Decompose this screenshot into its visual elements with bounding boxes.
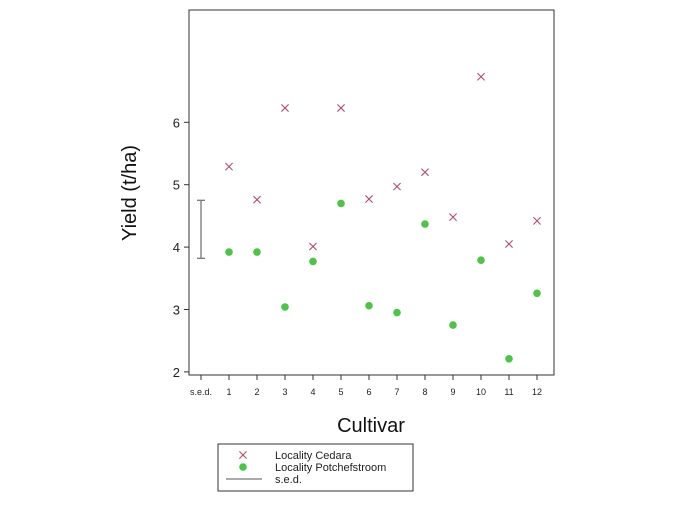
point-potchefstroom (533, 289, 541, 298)
y-tick-label: 4 (173, 240, 180, 255)
x-tick-label: 7 (394, 387, 399, 397)
point-cedara (281, 103, 289, 112)
plot-marks (197, 72, 541, 363)
x-marker-stroke (421, 168, 429, 177)
point-cedara (253, 195, 261, 204)
point-cedara (449, 213, 457, 222)
point-cedara (421, 168, 429, 177)
legend-box (217, 443, 414, 492)
point-potchefstroom (449, 321, 457, 329)
point-cedara (309, 242, 317, 251)
legend-item-potchefstroom: Locality Potchefstroom (239, 462, 386, 474)
x-marker-stroke (533, 216, 541, 225)
point-potchefstroom (253, 248, 261, 256)
x-marker-stroke (365, 195, 373, 204)
point-cedara (365, 195, 373, 204)
point-potchefstroom (309, 257, 317, 266)
y-tick-label: 6 (173, 115, 180, 130)
point-potchefstroom (337, 199, 345, 208)
x-tick-label: 12 (532, 387, 542, 397)
point-potchefstroom (225, 248, 233, 256)
legend-item-cedara: Locality Cedara (239, 450, 352, 462)
x-tick-label: 4 (310, 387, 315, 397)
legend-x-marker (239, 451, 247, 459)
legend-label: Locality Potchefstroom (275, 462, 386, 474)
point-potchefstroom (281, 303, 289, 311)
legend-label: s.e.d. (275, 474, 302, 486)
plot-frame (188, 9, 555, 376)
point-cedara (477, 72, 485, 81)
y-tick-label: 2 (173, 365, 180, 380)
point-potchefstroom (365, 301, 373, 310)
x-axis-label: Cultivar (337, 415, 405, 437)
x-tick-label: 3 (282, 387, 287, 397)
point-potchefstroom (421, 220, 429, 228)
x-tick-label: s.e.d. (190, 387, 212, 397)
y-axis: 2 3 4 5 6 (173, 115, 189, 380)
x-tick-label: 10 (476, 387, 486, 397)
legend-item-sed: s.e.d. (226, 474, 302, 486)
point-cedara (533, 216, 541, 225)
x-marker-stroke (281, 103, 289, 112)
x-tick-label: 5 (338, 387, 343, 397)
y-tick-label: 3 (173, 302, 180, 317)
x-tick-label: 2 (254, 387, 259, 397)
x-tick-label: 11 (504, 387, 513, 397)
x-axis: s.e.d. 1 2 3 4 5 6 7 8 9 10 11 12 (190, 375, 542, 397)
x-tick-label: 9 (450, 387, 455, 397)
y-tick-label: 5 (173, 178, 180, 193)
x-tick-label: 8 (422, 387, 427, 397)
x-marker-stroke (477, 72, 485, 81)
x-marker-stroke (309, 242, 317, 251)
x-marker-stroke (505, 239, 513, 248)
point-cedara (393, 182, 401, 191)
point-potchefstroom (505, 354, 513, 363)
point-potchefstroom (393, 308, 401, 317)
point-potchefstroom (477, 256, 485, 264)
legend-circle-marker (239, 463, 247, 471)
x-tick-label: 1 (226, 387, 231, 397)
legend-label: Locality Cedara (275, 450, 352, 462)
point-cedara (337, 103, 345, 112)
x-tick-label: 6 (366, 387, 371, 397)
y-axis-label: Yield (t/ha) (119, 145, 141, 241)
point-cedara (505, 239, 513, 248)
x-marker-stroke (239, 451, 247, 459)
x-marker-stroke (225, 162, 233, 171)
x-marker-stroke (253, 195, 261, 204)
x-marker-stroke (449, 213, 457, 222)
x-marker-stroke (393, 182, 401, 191)
point-cedara (225, 162, 233, 171)
x-marker-stroke (337, 103, 345, 112)
